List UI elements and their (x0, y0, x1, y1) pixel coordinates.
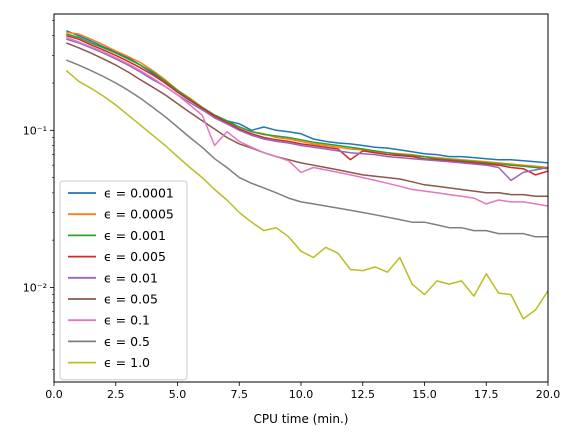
legend-box (59, 180, 188, 381)
y-tick-label: 10⁻² (23, 281, 47, 294)
series-line-3 (66, 34, 548, 176)
x-tick-label: 12.5 (351, 388, 376, 401)
series-line-2 (66, 33, 548, 170)
legend-label: ϵ = 0.005 (104, 249, 166, 264)
legend-label: ϵ = 0.0005 (104, 207, 174, 222)
x-tick-label: 20.0 (536, 388, 561, 401)
series-line-4 (66, 38, 548, 182)
y-axis: 10⁻² 10⁻¹ (23, 20, 54, 370)
legend-label: ϵ = 0.1 (104, 313, 150, 328)
y-tick-label: 10⁻¹ (23, 124, 47, 137)
legend-label: ϵ = 0.05 (104, 292, 158, 307)
series-line-6 (66, 36, 548, 207)
x-tick-label: 17.5 (474, 388, 499, 401)
legend-label: ϵ = 0.001 (104, 228, 166, 243)
plot-lines (65, 30, 548, 320)
x-tick-label: 0.0 (45, 388, 63, 401)
legend-label: ϵ = 1.0 (104, 355, 150, 370)
legend-label: ϵ = 0.5 (104, 334, 150, 349)
x-tick-label: 15.0 (412, 388, 437, 401)
x-axis: 0.0 2.5 5.0 7.5 10.0 12.5 15.0 17.5 20.0 (45, 382, 560, 401)
series-line-8 (65, 70, 548, 320)
series-line-7 (66, 59, 548, 238)
x-tick-label: 2.5 (107, 388, 125, 401)
series-line-5 (66, 42, 548, 198)
legend: ϵ = 0.0001 ϵ = 0.0005 ϵ = 0.001 ϵ = 0.005 ϵ … (59, 180, 188, 381)
x-tick-label: 7.5 (231, 388, 249, 401)
x-tick-label: 10.0 (289, 388, 314, 401)
series-line-1 (66, 31, 548, 169)
legend-label: ϵ = 0.0001 (104, 186, 174, 201)
legend-label: ϵ = 0.01 (104, 270, 158, 285)
x-axis-label: CPU time (min.) (254, 412, 349, 426)
x-tick-label: 5.0 (169, 388, 187, 401)
